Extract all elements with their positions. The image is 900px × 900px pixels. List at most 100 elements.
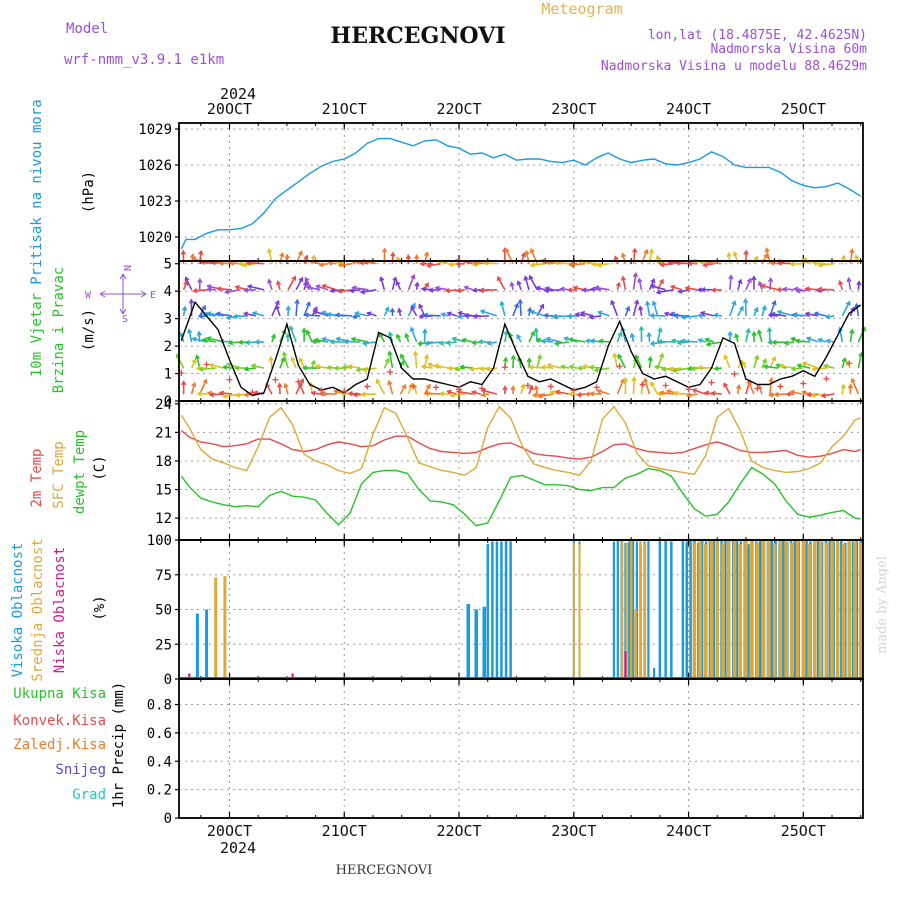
wind-arrow-head [672, 390, 678, 397]
wind-arrow [673, 392, 690, 395]
wind-arrow-head [304, 276, 310, 283]
wind-arrow-head [625, 305, 631, 312]
wind-arrow [530, 310, 546, 317]
wind-arrow [504, 330, 508, 343]
wind-arrow [252, 311, 265, 317]
wind-arrow-head [201, 337, 207, 343]
wind-arrow-head [532, 392, 538, 398]
wind-arrow-head [576, 392, 582, 398]
wind-arrow [616, 332, 622, 343]
wind-arrow-head [453, 366, 460, 372]
wind-arrow [768, 328, 771, 343]
wind-arrow-head [778, 363, 785, 369]
wind-arrow-head [516, 280, 522, 286]
wind-arrow-head [713, 365, 719, 372]
wind-arrow-head [659, 262, 665, 268]
wind-arrow [316, 285, 329, 291]
high_cloud-bar [816, 540, 820, 679]
wind-arrow-head [745, 327, 751, 334]
wind-arrow-head [318, 391, 325, 397]
wind-arrow [528, 331, 535, 343]
mid_cloud-bar [813, 540, 817, 679]
wind-arrow [851, 378, 860, 395]
wind-arrow-head [645, 300, 651, 306]
wind-arrow-head [349, 287, 355, 294]
wind-arrow-head [303, 280, 309, 287]
wind-arrow-head [660, 366, 667, 372]
wind-arrow [497, 276, 506, 291]
mid_cloud-bar [709, 540, 714, 679]
wind-arrow-head [629, 332, 636, 338]
high_cloud-bar [612, 541, 615, 679]
high_cloud-bar [616, 540, 619, 679]
wind-arrow-head [638, 305, 644, 311]
wind-arrow-head [335, 336, 341, 342]
wind-arrow-head [805, 336, 812, 342]
gust-marker [708, 379, 715, 386]
wind-arrow-head [311, 254, 317, 260]
wind-arrow-head [588, 314, 594, 320]
wind-arrow [473, 315, 489, 318]
wind-arrow-head [502, 385, 508, 391]
wind-arrow-head [529, 309, 535, 315]
panel-wind: 0 1 2 3 4 5 [164, 247, 866, 410]
ytick-label-precip-2: 0.4 [147, 754, 172, 770]
wind-arrow-head [397, 307, 403, 313]
wind-arrow-head [659, 278, 664, 284]
wind-arrow-head [241, 262, 248, 268]
gust-marker [387, 369, 394, 376]
wind-arrow-head [184, 276, 190, 282]
wind-arrow-head [705, 341, 712, 347]
wind-arrow-head [700, 286, 706, 293]
wind-arrow [193, 289, 208, 292]
wind-arrow-head [486, 340, 492, 346]
wind-arrow [617, 354, 627, 369]
wind-arrow-head [242, 311, 249, 317]
wind-arrow-head [696, 287, 702, 293]
wind-arrow [594, 367, 610, 372]
wind-arrow-head [739, 305, 744, 311]
mid_cloud-bar [835, 541, 840, 679]
wind-arrow-head [276, 280, 282, 286]
wind-arrow-head [510, 354, 517, 360]
wind-arrow-head [574, 312, 580, 318]
wind-arrow-head [743, 249, 749, 255]
wind-arrow-head [817, 262, 823, 268]
wind-arrow [597, 262, 610, 267]
wind-arrow [783, 288, 795, 291]
wind-arrow [338, 289, 353, 293]
footer-title: HERCEGNOVI [336, 863, 433, 878]
xtick-label-top-3: 23OCT [551, 100, 596, 118]
wind-arrow-head [206, 284, 212, 290]
wind-arrow-head [540, 364, 546, 371]
wind-arrow [311, 391, 321, 395]
wind-arrow-head [760, 283, 766, 289]
mid_cloud-bar [698, 541, 702, 679]
xtick-label-bottom-4: 24OCT [666, 822, 711, 840]
wind-arrow [857, 352, 863, 369]
wind-arrow-head [440, 312, 446, 318]
wind-arrow-head [649, 312, 655, 319]
gust-marker [662, 382, 669, 389]
wind-arrow-head [457, 310, 463, 316]
wind-arrow-head [181, 380, 187, 386]
wind-arrow-head [671, 367, 678, 374]
wind-arrow [681, 340, 698, 343]
wind-arrow-head [545, 336, 551, 342]
high_cloud-bar [793, 540, 797, 679]
year-top: 2024 [220, 85, 256, 103]
wind-arrow-head [657, 338, 663, 345]
wind-arrow [624, 306, 630, 317]
wind-arrow [233, 315, 248, 318]
wind-arrow-head [366, 311, 372, 317]
wind-arrow [723, 383, 731, 395]
wind-arrow-head [854, 254, 860, 260]
wind-arrow-head [576, 365, 583, 371]
wind-arrow-head [251, 311, 258, 317]
wind-arrow-head [650, 381, 655, 387]
wind-arrow-head [298, 357, 304, 363]
wind-arrow-head [766, 326, 773, 333]
wind-arrow-head [665, 389, 672, 395]
gust-marker [433, 384, 440, 391]
mid_cloud-bar [824, 542, 829, 679]
